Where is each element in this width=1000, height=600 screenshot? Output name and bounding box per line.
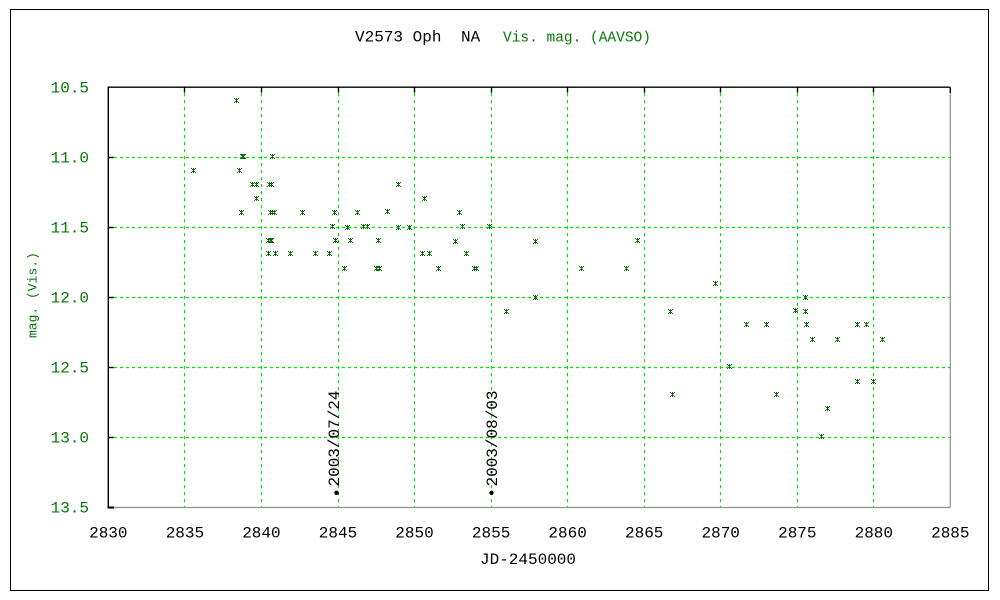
svg-text:13.0: 13.0 <box>51 430 89 448</box>
svg-text:12.5: 12.5 <box>51 360 89 378</box>
svg-text:2855: 2855 <box>472 524 510 542</box>
svg-text:12.0: 12.0 <box>51 290 89 308</box>
svg-text:Vis. mag. (AAVSO): Vis. mag. (AAVSO) <box>503 31 651 47</box>
svg-text:2880: 2880 <box>855 524 893 542</box>
svg-text:2840: 2840 <box>242 524 280 542</box>
svg-text:10.5: 10.5 <box>51 80 89 98</box>
svg-text:13.5: 13.5 <box>51 500 89 518</box>
svg-text:mag. (Vis.): mag. (Vis.) <box>26 252 41 338</box>
svg-text:NA: NA <box>461 29 481 47</box>
svg-text:2870: 2870 <box>701 524 739 542</box>
svg-text:2860: 2860 <box>548 524 586 542</box>
svg-text:11.0: 11.0 <box>51 150 89 168</box>
svg-text:2003/08/03: 2003/08/03 <box>484 390 502 486</box>
svg-text:2835: 2835 <box>166 524 204 542</box>
svg-text:2845: 2845 <box>319 524 357 542</box>
svg-text:2003/07/24: 2003/07/24 <box>326 390 344 486</box>
svg-text:2885: 2885 <box>931 524 969 542</box>
svg-text:2875: 2875 <box>778 524 816 542</box>
svg-text:JD-2450000: JD-2450000 <box>480 551 576 569</box>
svg-text:2850: 2850 <box>395 524 433 542</box>
svg-text:2865: 2865 <box>625 524 663 542</box>
svg-text:2830: 2830 <box>89 524 127 542</box>
svg-text:V2573 Oph: V2573 Oph <box>355 29 441 47</box>
svg-text:11.5: 11.5 <box>51 220 89 238</box>
